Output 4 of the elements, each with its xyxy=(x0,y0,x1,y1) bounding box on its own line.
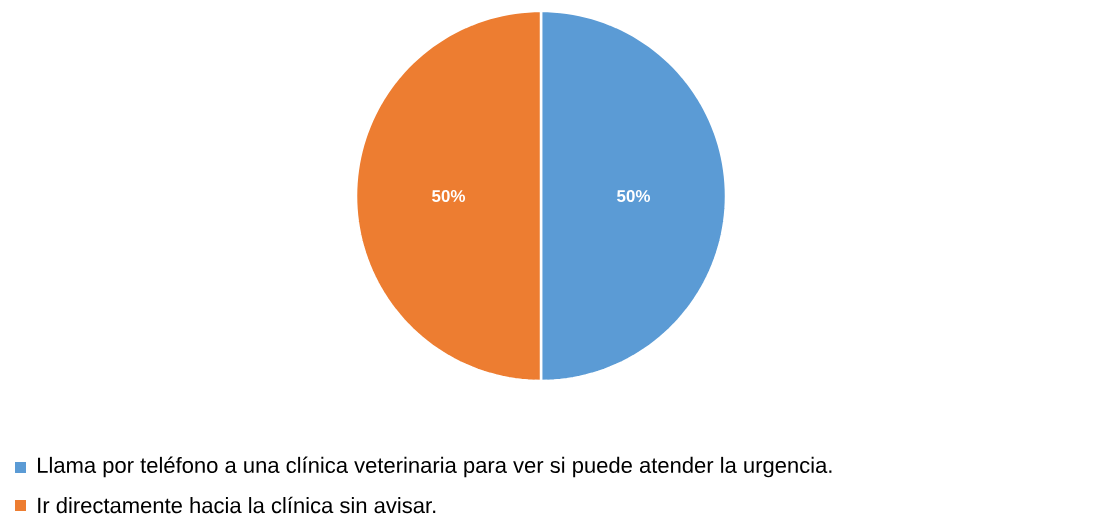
legend-label: Ir directamente hacia la clínica sin avisar. xyxy=(38,496,436,514)
data-label: 50% xyxy=(432,189,466,203)
data-label: 50% xyxy=(617,189,651,203)
legend-label: Llama por teléfono a una clínica veterinaria para ver si puede atender la urgencia. xyxy=(38,456,832,478)
